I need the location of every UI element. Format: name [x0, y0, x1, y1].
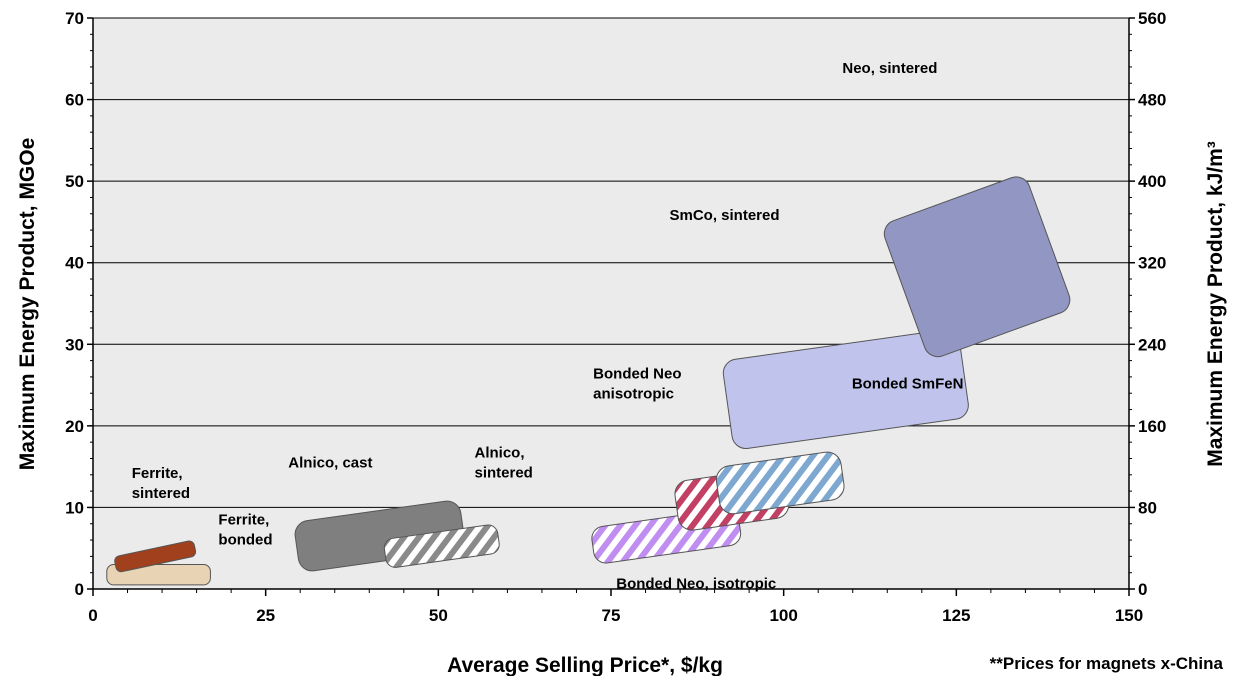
region-neo-sintered: [883, 176, 1071, 358]
y2-tick-label: 400: [1138, 172, 1166, 191]
x-tick-label: 125: [942, 606, 970, 625]
region-ferrite-sintered: [114, 540, 197, 573]
y-tick-label: 70: [65, 9, 84, 28]
region-label: Ferrite, sintered: [132, 465, 190, 502]
region-label: Bonded Neo, isotropic: [616, 576, 776, 593]
x-tick-label: 100: [769, 606, 797, 625]
y2-tick-label: 160: [1138, 417, 1166, 436]
x-tick-label: 25: [256, 606, 275, 625]
region-alnico-sintered: [383, 524, 500, 568]
y2-tick-label: 0: [1138, 580, 1147, 599]
y-tick-label: 30: [65, 335, 84, 354]
region-label: SmCo, sintered: [670, 207, 780, 224]
region-label: Alnico, cast: [288, 454, 372, 471]
y2-tick-label: 80: [1138, 498, 1157, 517]
axes: 0 10 20 30 40 50 60 70 0 80 160 240 320 400 480 560 0 25 5…: [65, 9, 1166, 625]
y-tick-label: 0: [75, 580, 84, 599]
region-smco-sintered: [722, 329, 969, 450]
y-tick-label: 10: [65, 498, 84, 517]
region-label: Neo, sintered: [842, 60, 937, 77]
x-tick-label: 0: [88, 606, 97, 625]
material-regions: [106, 176, 1071, 586]
region-label: Bonded SmFeN: [852, 375, 964, 392]
y2-tick-label: 560: [1138, 9, 1166, 28]
region-label: Alnico, sintered: [474, 445, 532, 482]
x-tick-label: 75: [602, 606, 621, 625]
y-tick-label: 40: [65, 254, 84, 273]
y2-axis-title: Maximum Energy Product, kJ/m³: [1204, 141, 1227, 467]
x-axis-title: Average Selling Price*, $/kg: [447, 654, 723, 676]
y2-tick-label: 240: [1138, 335, 1166, 354]
region-label: Ferrite, bonded: [218, 512, 272, 549]
y2-tick-label: 480: [1138, 91, 1166, 110]
region-bonded-smfen: [715, 451, 845, 515]
region-label: Bonded Neo anisotropic: [593, 366, 681, 403]
y-axis-title: Maximum Energy Product, MGOe: [16, 138, 39, 471]
y-tick-label: 20: [65, 417, 84, 436]
y-tick-label: 60: [65, 91, 84, 110]
x-tick-label: 150: [1115, 606, 1143, 625]
footnote: **Prices for magnets x-China: [989, 654, 1223, 673]
region-labels: Ferrite, bonded Ferrite, sintered Alnico, ca…: [132, 60, 964, 593]
y-tick-label: 50: [65, 172, 84, 191]
y2-tick-label: 320: [1138, 254, 1166, 273]
x-tick-label: 50: [429, 606, 448, 625]
